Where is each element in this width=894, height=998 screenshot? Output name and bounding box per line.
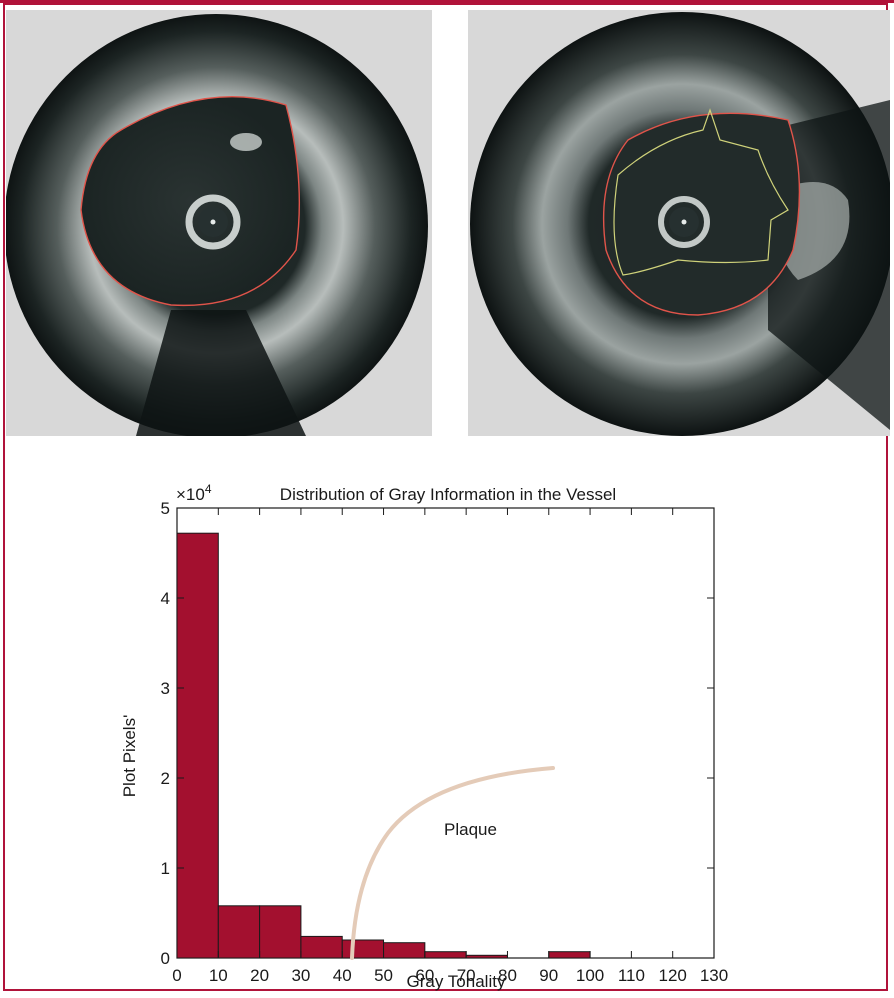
x-tick-label: 130	[700, 966, 728, 985]
plot-frame	[176, 507, 715, 959]
y-tick-label: 0	[161, 949, 170, 968]
histogram-bar-30-40	[300, 935, 343, 959]
chart-title: Distribution of Gray Information in the …	[280, 485, 616, 504]
x-tick-label: 90	[539, 966, 558, 985]
y-tick-label: 4	[161, 589, 170, 608]
histogram-bar-90-100	[548, 951, 591, 959]
x-tick-label: 30	[291, 966, 310, 985]
x-tick-label: 120	[659, 966, 687, 985]
x-tick-label: 110	[618, 966, 645, 985]
top-border	[0, 0, 894, 3]
catheter-center-dot	[681, 219, 687, 225]
y-tick-label: 3	[161, 679, 170, 698]
x-axis-label: Gray Tonality	[407, 972, 506, 991]
ivus-image-lumen-contour	[6, 10, 432, 436]
x-tick-label: 20	[250, 966, 269, 985]
histogram-bar-50-60	[383, 942, 426, 959]
x-tick-label: 60	[415, 966, 434, 985]
catheter-center-dot	[210, 219, 216, 225]
ivus-image-plaque-contour	[468, 10, 890, 436]
x-tick-label: 50	[374, 966, 393, 985]
plaque-annotation-label: Plaque	[444, 820, 497, 839]
y-tick-label: 1	[161, 859, 170, 878]
histogram-bar-60-70	[424, 951, 467, 959]
gray-distribution-histogram: Distribution of Gray Information in the …	[120, 482, 728, 991]
lumen-contour	[80, 96, 301, 307]
catheter-ring	[658, 196, 710, 248]
plot-area-border	[176, 507, 715, 959]
x-tick-label: 100	[576, 966, 604, 985]
x-tick-label: 0	[172, 966, 181, 985]
histogram-bar-20-30	[259, 905, 302, 959]
x-tick-label: 80	[498, 966, 517, 985]
x-tick-label: 40	[333, 966, 352, 985]
vessel-contour	[602, 112, 801, 316]
y-axis-label: Plot Pixels'	[120, 715, 139, 798]
catheter-ring	[185, 194, 241, 250]
y-multiplier: ×104	[176, 482, 212, 504]
histogram-bar-0-10	[176, 532, 219, 959]
histogram-bar-40-50	[341, 939, 385, 959]
bright-spot	[230, 133, 262, 151]
histogram-bar-70-80	[465, 954, 508, 959]
plaque-contour	[613, 108, 789, 276]
acoustic-shadow	[136, 310, 306, 436]
figure-frame	[3, 3, 888, 991]
histogram-bar-10-20	[217, 905, 261, 959]
plaque-annotation-curve	[350, 766, 555, 960]
x-tick-label: 10	[209, 966, 228, 985]
y-tick-label: 2	[161, 769, 170, 788]
y-tick-label: 5	[161, 499, 170, 518]
x-tick-label: 70	[457, 966, 476, 985]
